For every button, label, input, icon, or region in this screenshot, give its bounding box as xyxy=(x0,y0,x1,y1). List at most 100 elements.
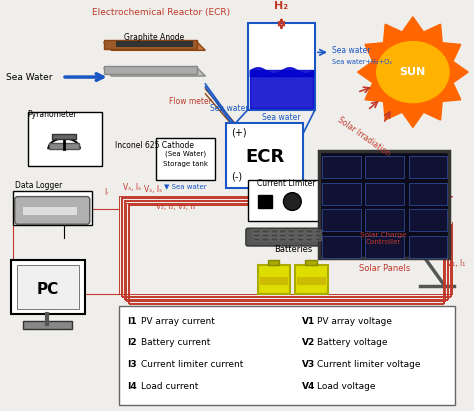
Bar xyxy=(322,210,361,231)
Text: Sea water: Sea water xyxy=(210,104,249,113)
Text: Pyranometer: Pyranometer xyxy=(27,110,77,118)
Text: V₂, I₂, V₃, I₃: V₂, I₂, V₃, I₃ xyxy=(156,204,195,210)
Text: I3: I3 xyxy=(128,360,137,369)
Bar xyxy=(27,112,101,166)
Text: Vₛ, Iₛ: Vₛ, Iₛ xyxy=(123,182,141,192)
Ellipse shape xyxy=(375,40,450,104)
Text: V4: V4 xyxy=(302,382,316,391)
Text: Vₛ, Iₛ: Vₛ, Iₛ xyxy=(144,185,162,194)
Text: Iᵣ: Iᵣ xyxy=(105,188,109,196)
Text: Storage tank: Storage tank xyxy=(163,161,208,167)
Bar xyxy=(226,123,303,188)
Text: Solar Irradiation: Solar Irradiation xyxy=(336,115,392,158)
Bar xyxy=(253,238,260,241)
Bar xyxy=(248,23,315,110)
Bar xyxy=(156,139,215,180)
Polygon shape xyxy=(104,68,205,76)
Bar xyxy=(365,183,404,205)
Text: SUN: SUN xyxy=(400,67,426,77)
Bar xyxy=(258,195,272,208)
Bar xyxy=(11,260,85,314)
Text: (+): (+) xyxy=(231,127,246,137)
Bar xyxy=(322,183,361,205)
Text: PV array voltage: PV array voltage xyxy=(317,316,392,326)
Bar xyxy=(365,156,404,178)
Bar xyxy=(280,234,286,237)
Bar xyxy=(409,156,447,178)
Text: (Sea Water): (Sea Water) xyxy=(165,151,206,157)
Bar xyxy=(104,66,198,74)
Bar xyxy=(119,306,456,405)
Bar xyxy=(305,260,317,265)
Text: Solar Panels: Solar Panels xyxy=(359,264,410,273)
Bar xyxy=(295,265,328,294)
Text: Battery current: Battery current xyxy=(141,338,210,347)
Bar xyxy=(262,230,269,233)
Text: Current Limiter: Current Limiter xyxy=(257,179,316,188)
Bar xyxy=(271,234,277,237)
Text: Graphite Anode: Graphite Anode xyxy=(124,32,184,42)
Bar xyxy=(280,230,286,233)
Bar xyxy=(409,236,447,258)
Bar xyxy=(260,277,288,284)
Bar xyxy=(248,180,325,221)
Text: ECR: ECR xyxy=(245,148,284,166)
Text: Load voltage: Load voltage xyxy=(317,382,375,391)
Bar xyxy=(322,156,361,178)
Text: Inconel 625 Cathode: Inconel 625 Cathode xyxy=(115,141,193,150)
Bar xyxy=(104,41,198,49)
Text: Load current: Load current xyxy=(141,382,199,391)
Bar xyxy=(315,230,322,233)
FancyBboxPatch shape xyxy=(15,196,90,224)
Bar xyxy=(117,42,192,47)
Bar xyxy=(23,208,77,215)
Bar xyxy=(271,238,277,241)
Polygon shape xyxy=(357,17,468,127)
Bar xyxy=(297,238,304,241)
Bar xyxy=(297,234,304,237)
FancyBboxPatch shape xyxy=(246,228,327,246)
Text: Solar Charge
Controller: Solar Charge Controller xyxy=(360,231,407,245)
Bar xyxy=(319,151,449,258)
Bar xyxy=(288,234,295,237)
Bar xyxy=(52,134,76,139)
Bar xyxy=(288,238,295,241)
Text: I2: I2 xyxy=(128,338,137,347)
Bar xyxy=(271,230,277,233)
Text: Electrochemical Reactor (ECR): Electrochemical Reactor (ECR) xyxy=(92,8,230,17)
Text: (-): (-) xyxy=(231,172,242,182)
Bar xyxy=(253,234,260,237)
Bar xyxy=(409,210,447,231)
Text: Battery voltage: Battery voltage xyxy=(317,338,388,347)
Bar xyxy=(297,277,326,284)
Text: Batteries: Batteries xyxy=(274,245,312,254)
Text: V2: V2 xyxy=(302,338,316,347)
Bar xyxy=(297,230,304,233)
Text: Current limiter current: Current limiter current xyxy=(141,360,244,369)
Text: V1: V1 xyxy=(302,316,316,326)
Text: V3: V3 xyxy=(302,360,316,369)
Text: Current limiter voltage: Current limiter voltage xyxy=(317,360,420,369)
Bar xyxy=(306,234,313,237)
Bar xyxy=(409,183,447,205)
Bar xyxy=(13,191,92,225)
Circle shape xyxy=(283,193,301,210)
Text: H₂: H₂ xyxy=(274,1,289,11)
Text: Sea Water: Sea Water xyxy=(6,73,52,81)
Text: Sea water: Sea water xyxy=(332,46,370,55)
Bar xyxy=(365,210,404,231)
Text: I1: I1 xyxy=(128,316,137,326)
Text: PV array current: PV array current xyxy=(141,316,215,326)
Bar xyxy=(306,238,313,241)
Bar xyxy=(253,230,260,233)
Polygon shape xyxy=(104,42,205,51)
Bar xyxy=(17,265,79,309)
Bar xyxy=(262,234,269,237)
Text: Flow meter: Flow meter xyxy=(169,97,212,106)
Bar xyxy=(315,238,322,241)
Text: Sea water: Sea water xyxy=(262,113,301,122)
Bar xyxy=(23,321,72,329)
Bar xyxy=(268,260,280,265)
Bar xyxy=(315,234,322,237)
Bar xyxy=(49,143,79,149)
